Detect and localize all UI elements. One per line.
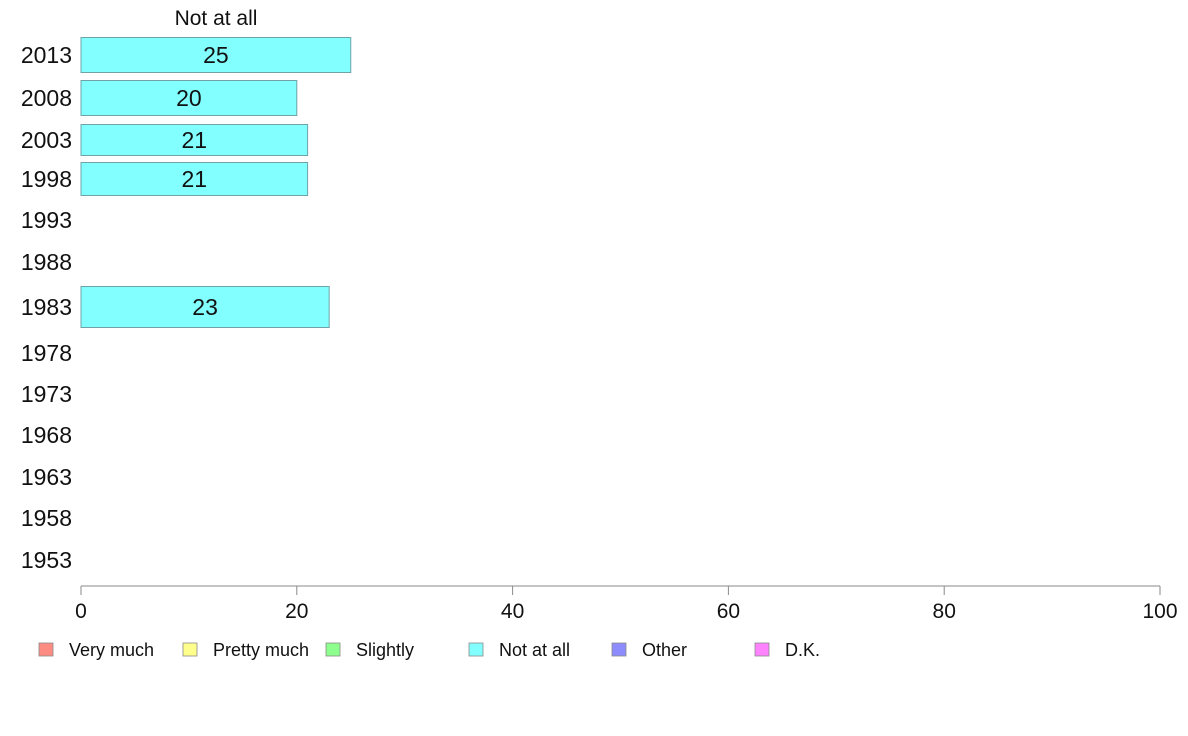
y-tick-label: 2003 [21, 127, 72, 153]
bar-value-label: 21 [181, 127, 207, 153]
y-tick-label: 1958 [21, 505, 72, 531]
bar-value-label: 25 [203, 42, 229, 68]
legend-swatch [611, 642, 627, 657]
y-tick-label: 1998 [21, 166, 72, 192]
legend-label: D.K. [785, 640, 820, 660]
legend-swatch [468, 642, 484, 657]
bar [80, 286, 330, 328]
x-tick-label: 0 [75, 600, 87, 623]
y-tick-label: 1978 [21, 340, 72, 366]
legend: Very much Pretty much Slightly Not at all Ot… [38, 640, 820, 660]
bar [80, 80, 298, 116]
series-header: Not at all [175, 7, 258, 30]
x-tick-label: 80 [933, 600, 956, 623]
legend-label: Slightly [356, 640, 414, 660]
x-tick-label: 40 [501, 600, 524, 623]
y-tick-label: 2013 [21, 42, 72, 68]
y-tick-label: 1993 [21, 207, 72, 233]
y-tick-label: 1953 [21, 547, 72, 573]
bar-value-label: 23 [192, 294, 218, 320]
x-tick-label: 20 [285, 600, 308, 623]
legend-label: Other [642, 640, 687, 660]
y-tick-label: 2008 [21, 85, 72, 111]
x-axis: 0 20 40 60 80 100 [75, 585, 1178, 623]
legend-swatch [182, 642, 198, 657]
bar-value-label: 20 [176, 85, 202, 111]
y-tick-label: 1963 [21, 464, 72, 490]
x-tick-label: 100 [1142, 600, 1177, 623]
legend-label: Very much [69, 640, 154, 660]
legend-swatch [325, 642, 341, 657]
x-tick-label: 60 [717, 600, 740, 623]
bar [80, 162, 309, 196]
y-tick-label: 1988 [21, 249, 72, 275]
legend-label: Not at all [499, 640, 570, 660]
legend-swatch [38, 642, 54, 657]
bar [80, 37, 352, 73]
bar [80, 124, 309, 156]
legend-label: Pretty much [213, 640, 309, 660]
y-tick-label: 1968 [21, 422, 72, 448]
bar-value-label: 21 [181, 166, 207, 192]
y-tick-label: 1973 [21, 381, 72, 407]
y-tick-label: 1983 [21, 294, 72, 320]
legend-swatch [754, 642, 770, 657]
y-axis-labels: 2013 2008 2003 1998 1993 1988 1983 1978 1973 1968… [21, 42, 72, 573]
